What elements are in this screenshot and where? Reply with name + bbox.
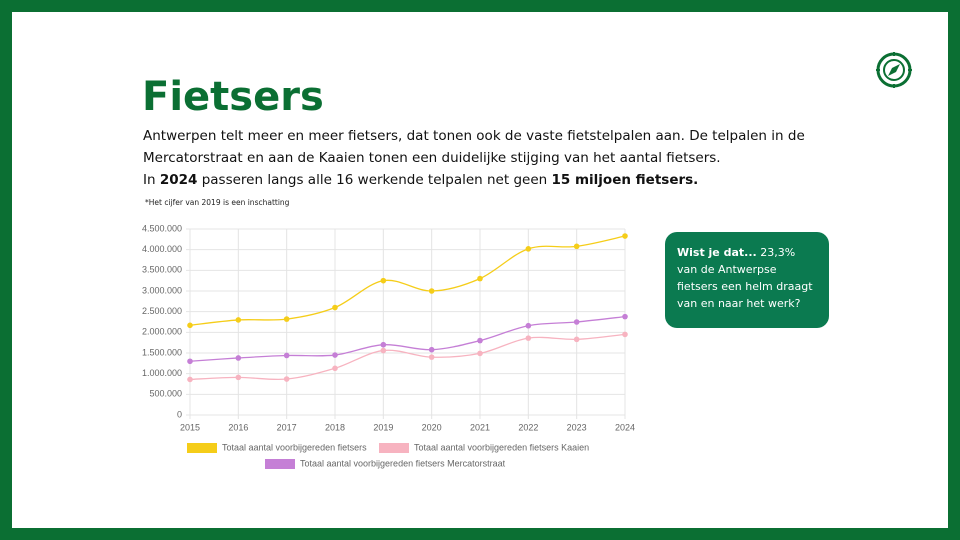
point (428, 288, 435, 294)
point (332, 365, 338, 372)
point (622, 331, 628, 338)
note: *Het cijfer van 2019 is een inschatting (145, 198, 290, 207)
y-tick-label: 4.000.000 (142, 244, 182, 254)
point (573, 243, 580, 250)
point (235, 374, 242, 381)
point (332, 304, 338, 311)
intro-line: Antwerpen telt meer en meer fietsers, da… (143, 128, 805, 144)
point (187, 358, 193, 365)
callout-text: 23,3% van de Antwerpse fietsers een helm… (677, 246, 813, 310)
text: passeren langs alle 16 werkende telpalen… (197, 172, 552, 188)
callout-bold: Wist je dat... (677, 246, 757, 259)
point (380, 341, 387, 348)
point (235, 317, 242, 323)
point (477, 337, 483, 344)
point (622, 233, 628, 239)
y-tick-label: 1.000.000 (142, 368, 182, 378)
point (283, 376, 290, 382)
point (380, 347, 387, 354)
point (428, 354, 435, 360)
x-tick-label: 2018 (325, 422, 345, 432)
x-tick-label: 2017 (277, 422, 297, 432)
point (283, 352, 290, 359)
point (525, 322, 532, 329)
legend-label: Totaal aantal voorbijgereden fietsers Me… (300, 458, 506, 468)
point (332, 352, 338, 358)
bold-text: 2024 (159, 172, 198, 188)
y-tick-label: 2.500.000 (142, 306, 182, 316)
point (477, 275, 483, 282)
point (477, 350, 483, 357)
line (189, 315, 626, 362)
x-tick-label: 2024 (615, 422, 635, 432)
point (187, 322, 193, 329)
point (573, 319, 580, 325)
point (525, 246, 532, 252)
x-tick-label: 2019 (373, 422, 393, 432)
point (380, 277, 387, 284)
legend-swatch (379, 443, 409, 453)
x-tick-label: 2016 (228, 422, 248, 432)
y-tick-label: 1.500.000 (142, 347, 182, 357)
legend-swatch (187, 443, 217, 453)
y-tick-label: 3.500.000 (142, 265, 182, 275)
intro-line: Mercatorstraat en aan de Kaaien tonen ee… (143, 150, 721, 166)
y-tick-label: 3.000.000 (142, 285, 182, 295)
point (573, 336, 580, 343)
title: Fietsers (142, 74, 324, 120)
x-tick-label: 2021 (470, 422, 490, 432)
callout: Wist je dat... 23,3% van de Antwerpse fi… (665, 232, 829, 328)
legend-label: Totaal aantal voorbijgereden fietsers Ka… (414, 442, 589, 452)
x-tick-label: 2020 (422, 422, 442, 432)
y-tick-label: 500.000 (149, 389, 182, 399)
line (189, 333, 626, 381)
x-tick-label: 2023 (567, 422, 587, 432)
point (525, 335, 532, 341)
x-tick-label: 2022 (518, 422, 538, 432)
x-tick-label: 2015 (180, 422, 200, 432)
y-tick-label: 4.500.000 (142, 223, 182, 233)
y-tick-label: 0 (177, 409, 182, 419)
y-tick-label: 2.000.000 (142, 327, 182, 337)
point (187, 376, 193, 383)
line (189, 235, 626, 326)
text: In (143, 172, 160, 188)
point (428, 346, 435, 353)
intro-line: In 2024 passeren langs alle 16 werkende … (143, 172, 698, 188)
bold-text: 15 miljoen fietsers. (551, 172, 699, 188)
legend-swatch (265, 459, 295, 469)
point (622, 313, 628, 320)
point (283, 316, 290, 322)
legend-label: Totaal aantal voorbijgereden fietsers (222, 442, 367, 452)
point (235, 355, 242, 361)
compass-icon (876, 52, 912, 88)
